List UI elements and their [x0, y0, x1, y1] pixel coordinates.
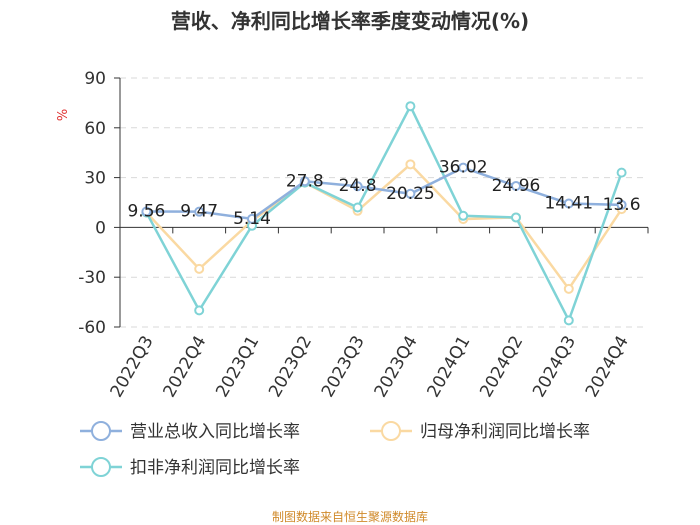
y-tick-label: 60 — [84, 119, 106, 139]
legend-item-net_profit[interactable]: 归母净利润同比增长率 — [370, 421, 590, 442]
legend-label: 扣非净利润同比增长率 — [130, 458, 300, 478]
data-point — [458, 162, 469, 173]
y-tick-label: -30 — [78, 268, 106, 288]
series-line — [145, 162, 623, 291]
source-note: 制图数据来自恒生聚源数据库 — [272, 509, 428, 524]
data-point — [563, 283, 574, 294]
data-point — [405, 159, 416, 170]
data-point — [352, 202, 363, 213]
x-tick-label: 2023Q3 — [318, 333, 369, 401]
x-tick-label: 2022Q3 — [107, 333, 158, 401]
data-point — [352, 181, 363, 192]
data-point — [405, 101, 416, 112]
data-label: 20.25 — [386, 184, 435, 204]
data-labels: 9.56 9.47 5.14 27.8 24.8 20.2536.0224.9614.41… — [127, 158, 640, 229]
data-point — [299, 176, 310, 187]
data-label: 13.6 — [603, 195, 641, 215]
data-label: 5.14 — [233, 209, 271, 229]
x-tick-label: 2024Q1 — [423, 333, 474, 401]
legend-marker — [91, 421, 111, 441]
data-point — [616, 199, 627, 210]
legend-marker — [91, 457, 111, 477]
chart-title: 营收、净利同比增长率季度变动情况(%) — [171, 9, 529, 33]
legend-label: 营业总收入同比增长率 — [130, 422, 300, 442]
data-label: 36.02 — [439, 158, 488, 178]
x-tick-label: 2022Q4 — [159, 333, 210, 401]
x-tick-label: 2024Q3 — [529, 333, 580, 401]
data-point — [458, 210, 469, 221]
x-tick-label: 2023Q2 — [265, 333, 316, 401]
data-label: 24.8 — [339, 176, 377, 196]
data-label: 27.8 — [286, 171, 324, 191]
y-tick-label: 30 — [84, 169, 106, 189]
series-line — [145, 103, 623, 324]
data-point — [141, 206, 152, 217]
data-point — [511, 212, 521, 223]
data-point — [563, 315, 574, 326]
series-net_profit — [141, 159, 627, 294]
legend-item-revenue[interactable]: 营业总收入同比增长率 — [80, 421, 300, 442]
data-point — [563, 198, 574, 209]
data-label: 9.47 — [180, 202, 218, 222]
data-label: 9.56 — [127, 202, 165, 222]
y-tick-label: -60 — [78, 318, 106, 338]
x-tick-label: 2023Q1 — [212, 333, 263, 401]
legend-item-deducted_profit[interactable]: 扣非净利润同比增长率 — [80, 457, 300, 478]
series-lines — [141, 101, 627, 326]
series-line — [146, 166, 622, 221]
x-tick-label: 2024Q2 — [476, 333, 527, 401]
data-point — [405, 188, 416, 199]
series-deducted_profit — [141, 101, 627, 326]
y-tick-label: 90 — [84, 69, 106, 89]
x-tick-label: 2024Q4 — [582, 333, 633, 401]
data-label: 24.96 — [492, 176, 541, 196]
data-point — [616, 167, 627, 178]
data-point — [194, 305, 205, 316]
legend-marker — [381, 421, 401, 441]
data-point — [247, 213, 257, 224]
data-point — [194, 263, 205, 274]
legend-label: 归母净利润同比增长率 — [420, 422, 590, 442]
data-label: 14.41 — [544, 193, 593, 213]
series-revenue — [141, 162, 627, 224]
data-point — [511, 180, 521, 191]
y-tick-label: 0 — [95, 218, 106, 238]
x-tick-label: 2023Q4 — [371, 333, 422, 401]
y-axis-unit: % — [56, 109, 71, 121]
data-point — [194, 206, 205, 217]
